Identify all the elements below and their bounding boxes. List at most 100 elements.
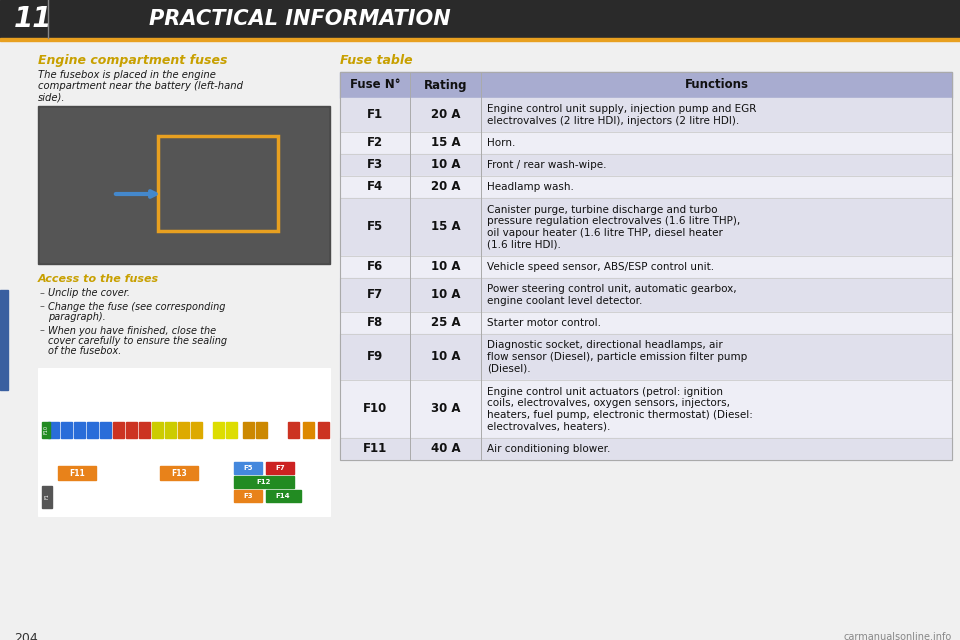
Text: 15 A: 15 A [431, 221, 461, 234]
Text: Headlamp wash.: Headlamp wash. [487, 182, 574, 192]
Bar [340, 98, 952, 132]
Text: The fusebox is placed in the engine: The fusebox is placed in the engine [38, 70, 216, 80]
Bar [340, 198, 952, 256]
Ellipse shape [131, 447, 185, 481]
Bar [340, 132, 952, 154]
Bar [234, 462, 262, 474]
Text: 10 A: 10 A [431, 289, 461, 301]
Bar [243, 422, 254, 438]
Bar [87, 422, 98, 438]
Bar [191, 422, 202, 438]
Text: Unclip the cover.: Unclip the cover. [48, 288, 130, 298]
Bar [113, 422, 124, 438]
Text: F1: F1 [367, 109, 383, 122]
Bar [139, 422, 150, 438]
Bar [40, 108, 328, 262]
Bar [234, 476, 294, 488]
Text: (Diesel).: (Diesel). [487, 364, 530, 374]
Text: Engine compartment fuses: Engine compartment fuses [38, 54, 228, 67]
Bar [152, 422, 163, 438]
Text: Power steering control unit, automatic gearbox,: Power steering control unit, automatic g… [487, 284, 736, 294]
Text: F8: F8 [367, 317, 383, 330]
Bar [318, 422, 329, 438]
Text: F10: F10 [363, 403, 387, 415]
Text: 204: 204 [14, 632, 37, 640]
Bar [340, 278, 952, 312]
Text: 11: 11 [14, 5, 53, 33]
Bar [340, 72, 952, 98]
Text: 30 A: 30 A [431, 403, 461, 415]
Text: 15 A: 15 A [431, 136, 461, 150]
Text: F7: F7 [276, 465, 285, 471]
Bar [61, 422, 72, 438]
Bar [38, 106, 330, 264]
Text: F5: F5 [243, 465, 252, 471]
Text: –: – [40, 326, 45, 335]
Text: Change the fuse (see corresponding: Change the fuse (see corresponding [48, 301, 226, 312]
Text: 10 A: 10 A [431, 260, 461, 273]
Text: F11: F11 [69, 468, 84, 477]
Bar [340, 72, 952, 460]
Bar [0, 290, 8, 390]
Text: pressure regulation electrovalves (1.6 litre THP),: pressure regulation electrovalves (1.6 l… [487, 216, 740, 227]
Bar [340, 154, 952, 176]
Text: Front / rear wash-wipe.: Front / rear wash-wipe. [487, 160, 607, 170]
Bar [340, 438, 952, 460]
Text: Canister purge, turbine discharge and turbo: Canister purge, turbine discharge and tu… [487, 205, 717, 215]
Bar [130, 380, 202, 412]
Text: Fuse table: Fuse table [340, 54, 413, 67]
Text: Engine control unit supply, injection pump and EGR: Engine control unit supply, injection pu… [487, 104, 756, 115]
Bar [213, 422, 224, 438]
Text: oil vapour heater (1.6 litre THP, diesel heater: oil vapour heater (1.6 litre THP, diesel… [487, 228, 723, 237]
Text: F9: F9 [367, 351, 383, 364]
Text: carmanualsonline.info: carmanualsonline.info [844, 632, 952, 640]
Text: F11: F11 [363, 442, 387, 456]
Text: Engine control unit actuators (petrol: ignition: Engine control unit actuators (petrol: i… [487, 387, 723, 397]
Text: Starter motor control.: Starter motor control. [487, 318, 601, 328]
Bar [100, 422, 111, 438]
Text: F6: F6 [367, 260, 383, 273]
Text: When you have finished, close the: When you have finished, close the [48, 326, 216, 335]
Text: side).: side). [38, 92, 65, 102]
Bar [340, 334, 952, 380]
Text: 40 A: 40 A [431, 442, 461, 456]
Bar [234, 490, 262, 502]
Bar [340, 256, 952, 278]
Bar [50, 380, 122, 412]
Bar [226, 422, 237, 438]
Text: Diagnostic socket, directional headlamps, air: Diagnostic socket, directional headlamps… [487, 340, 723, 351]
Text: Air conditioning blower.: Air conditioning blower. [487, 444, 611, 454]
Text: F5: F5 [367, 221, 383, 234]
Text: 20 A: 20 A [431, 109, 461, 122]
Text: F2: F2 [367, 136, 383, 150]
Text: engine coolant level detector.: engine coolant level detector. [487, 296, 642, 306]
Bar [340, 176, 952, 198]
Text: F1: F1 [44, 493, 50, 499]
Bar [210, 380, 265, 412]
Bar [0, 0, 960, 38]
Bar [42, 422, 50, 438]
Bar [340, 380, 952, 438]
Text: PRACTICAL INFORMATION: PRACTICAL INFORMATION [149, 9, 451, 29]
Bar [256, 422, 267, 438]
Text: flow sensor (Diesel), particle emission filter pump: flow sensor (Diesel), particle emission … [487, 352, 747, 362]
Text: 10 A: 10 A [431, 351, 461, 364]
Bar [48, 422, 59, 438]
Text: Horn.: Horn. [487, 138, 516, 148]
Text: heaters, fuel pump, electronic thermostat) (Diesel:: heaters, fuel pump, electronic thermosta… [487, 410, 753, 420]
Text: –: – [40, 301, 45, 312]
Text: cover carefully to ensure the sealing: cover carefully to ensure the sealing [48, 336, 228, 346]
Text: electrovalves, heaters).: electrovalves, heaters). [487, 421, 611, 431]
Text: paragraph).: paragraph). [48, 312, 106, 322]
Bar [288, 422, 299, 438]
Text: F3: F3 [367, 159, 383, 172]
Text: 10 A: 10 A [431, 159, 461, 172]
Bar [38, 368, 330, 516]
Text: electrovalves (2 litre HDI), injectors (2 litre HDI).: electrovalves (2 litre HDI), injectors (… [487, 116, 739, 125]
Text: Vehicle speed sensor, ABS/ESP control unit.: Vehicle speed sensor, ABS/ESP control un… [487, 262, 714, 272]
Text: F7: F7 [367, 289, 383, 301]
Text: F13: F13 [171, 468, 187, 477]
Bar [308, 380, 326, 412]
Text: Rating: Rating [423, 79, 468, 92]
Bar [160, 466, 198, 480]
